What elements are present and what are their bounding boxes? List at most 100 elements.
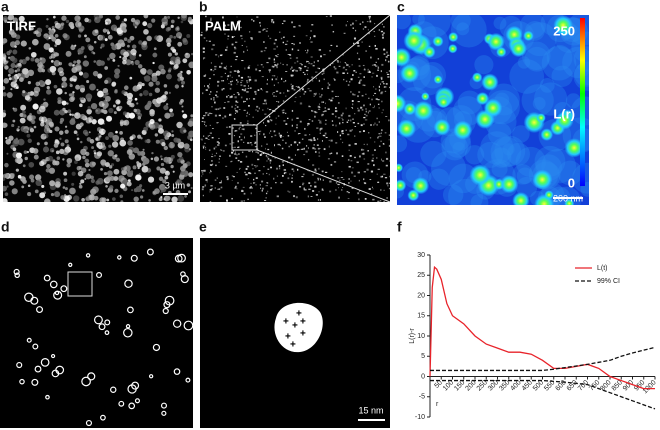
localization xyxy=(255,127,258,130)
localization xyxy=(284,171,287,174)
localization xyxy=(210,155,214,158)
localization xyxy=(238,75,241,77)
localization xyxy=(294,101,296,103)
localization xyxy=(209,91,212,93)
speckle xyxy=(142,148,145,151)
speckle xyxy=(44,136,47,139)
speckle xyxy=(113,104,116,108)
hotspot xyxy=(523,30,534,41)
blue-haze xyxy=(397,135,408,153)
cluster-ring xyxy=(174,254,183,263)
localization xyxy=(285,95,287,97)
localization xyxy=(245,168,248,170)
localization xyxy=(223,24,226,27)
localization xyxy=(290,83,293,86)
localization xyxy=(215,108,218,111)
localization xyxy=(317,105,320,108)
localization xyxy=(302,71,305,74)
localization xyxy=(388,144,390,147)
speckle xyxy=(48,27,52,31)
localization xyxy=(357,171,360,174)
blue-haze xyxy=(534,145,566,177)
localization xyxy=(297,144,299,146)
localization xyxy=(310,140,313,142)
speckle xyxy=(170,19,175,24)
localization xyxy=(282,63,284,66)
speckle xyxy=(112,197,116,201)
localization xyxy=(234,59,238,61)
speckle xyxy=(48,29,55,36)
localization xyxy=(228,83,230,85)
localization xyxy=(357,192,360,195)
localization xyxy=(345,69,348,71)
blue-haze xyxy=(551,65,573,87)
localization xyxy=(368,45,371,47)
localization xyxy=(353,175,356,177)
speckle xyxy=(48,47,54,53)
localization xyxy=(202,194,204,197)
blue-haze xyxy=(547,186,571,205)
localization xyxy=(215,94,217,96)
speckle xyxy=(183,143,190,150)
localization xyxy=(287,190,289,192)
blue-haze xyxy=(464,145,485,165)
localization xyxy=(304,65,306,68)
speckle xyxy=(82,60,90,67)
speckle xyxy=(90,178,95,184)
localization xyxy=(259,24,261,27)
speckle xyxy=(32,103,39,110)
localization xyxy=(267,158,270,160)
localization xyxy=(228,126,231,128)
speckle xyxy=(92,52,96,55)
localization xyxy=(273,84,275,87)
localization xyxy=(365,108,367,110)
speckle xyxy=(66,102,69,105)
speckle xyxy=(22,179,27,184)
localization xyxy=(317,199,320,201)
blue-haze xyxy=(532,96,546,110)
localization xyxy=(371,76,373,78)
localization xyxy=(254,90,257,93)
speckle xyxy=(104,38,108,42)
localization xyxy=(275,117,277,120)
localization xyxy=(341,189,343,191)
colorbar-name: L(r) xyxy=(553,106,575,121)
localization xyxy=(330,163,333,166)
speckle xyxy=(31,38,39,46)
speckle xyxy=(17,73,21,77)
localization xyxy=(271,136,273,138)
speckle xyxy=(134,19,141,25)
speckle xyxy=(173,64,179,69)
hotspot xyxy=(544,190,554,200)
speckle xyxy=(169,141,173,145)
localization xyxy=(250,142,252,144)
speckle xyxy=(112,58,116,62)
localization xyxy=(386,197,389,199)
localization xyxy=(373,124,375,126)
localization xyxy=(321,189,324,191)
localization xyxy=(204,142,206,144)
blue-haze xyxy=(541,46,577,81)
localization xyxy=(202,50,205,53)
localization xyxy=(257,131,260,133)
localization xyxy=(334,67,337,70)
localization xyxy=(378,89,381,92)
localization xyxy=(273,95,276,97)
speckle xyxy=(66,162,71,168)
speckle xyxy=(34,30,39,35)
speckle xyxy=(110,163,115,167)
speckle xyxy=(70,117,76,122)
speckle xyxy=(29,174,35,180)
speckle xyxy=(123,37,128,41)
speckle xyxy=(71,171,76,176)
speckle xyxy=(141,189,145,192)
localization xyxy=(249,98,251,100)
localization xyxy=(280,37,283,40)
speckle xyxy=(41,184,45,188)
localization xyxy=(388,134,390,136)
localization xyxy=(207,85,209,87)
blue-haze xyxy=(552,186,581,205)
localization xyxy=(336,71,338,73)
localization xyxy=(234,47,237,50)
localization xyxy=(235,185,237,188)
